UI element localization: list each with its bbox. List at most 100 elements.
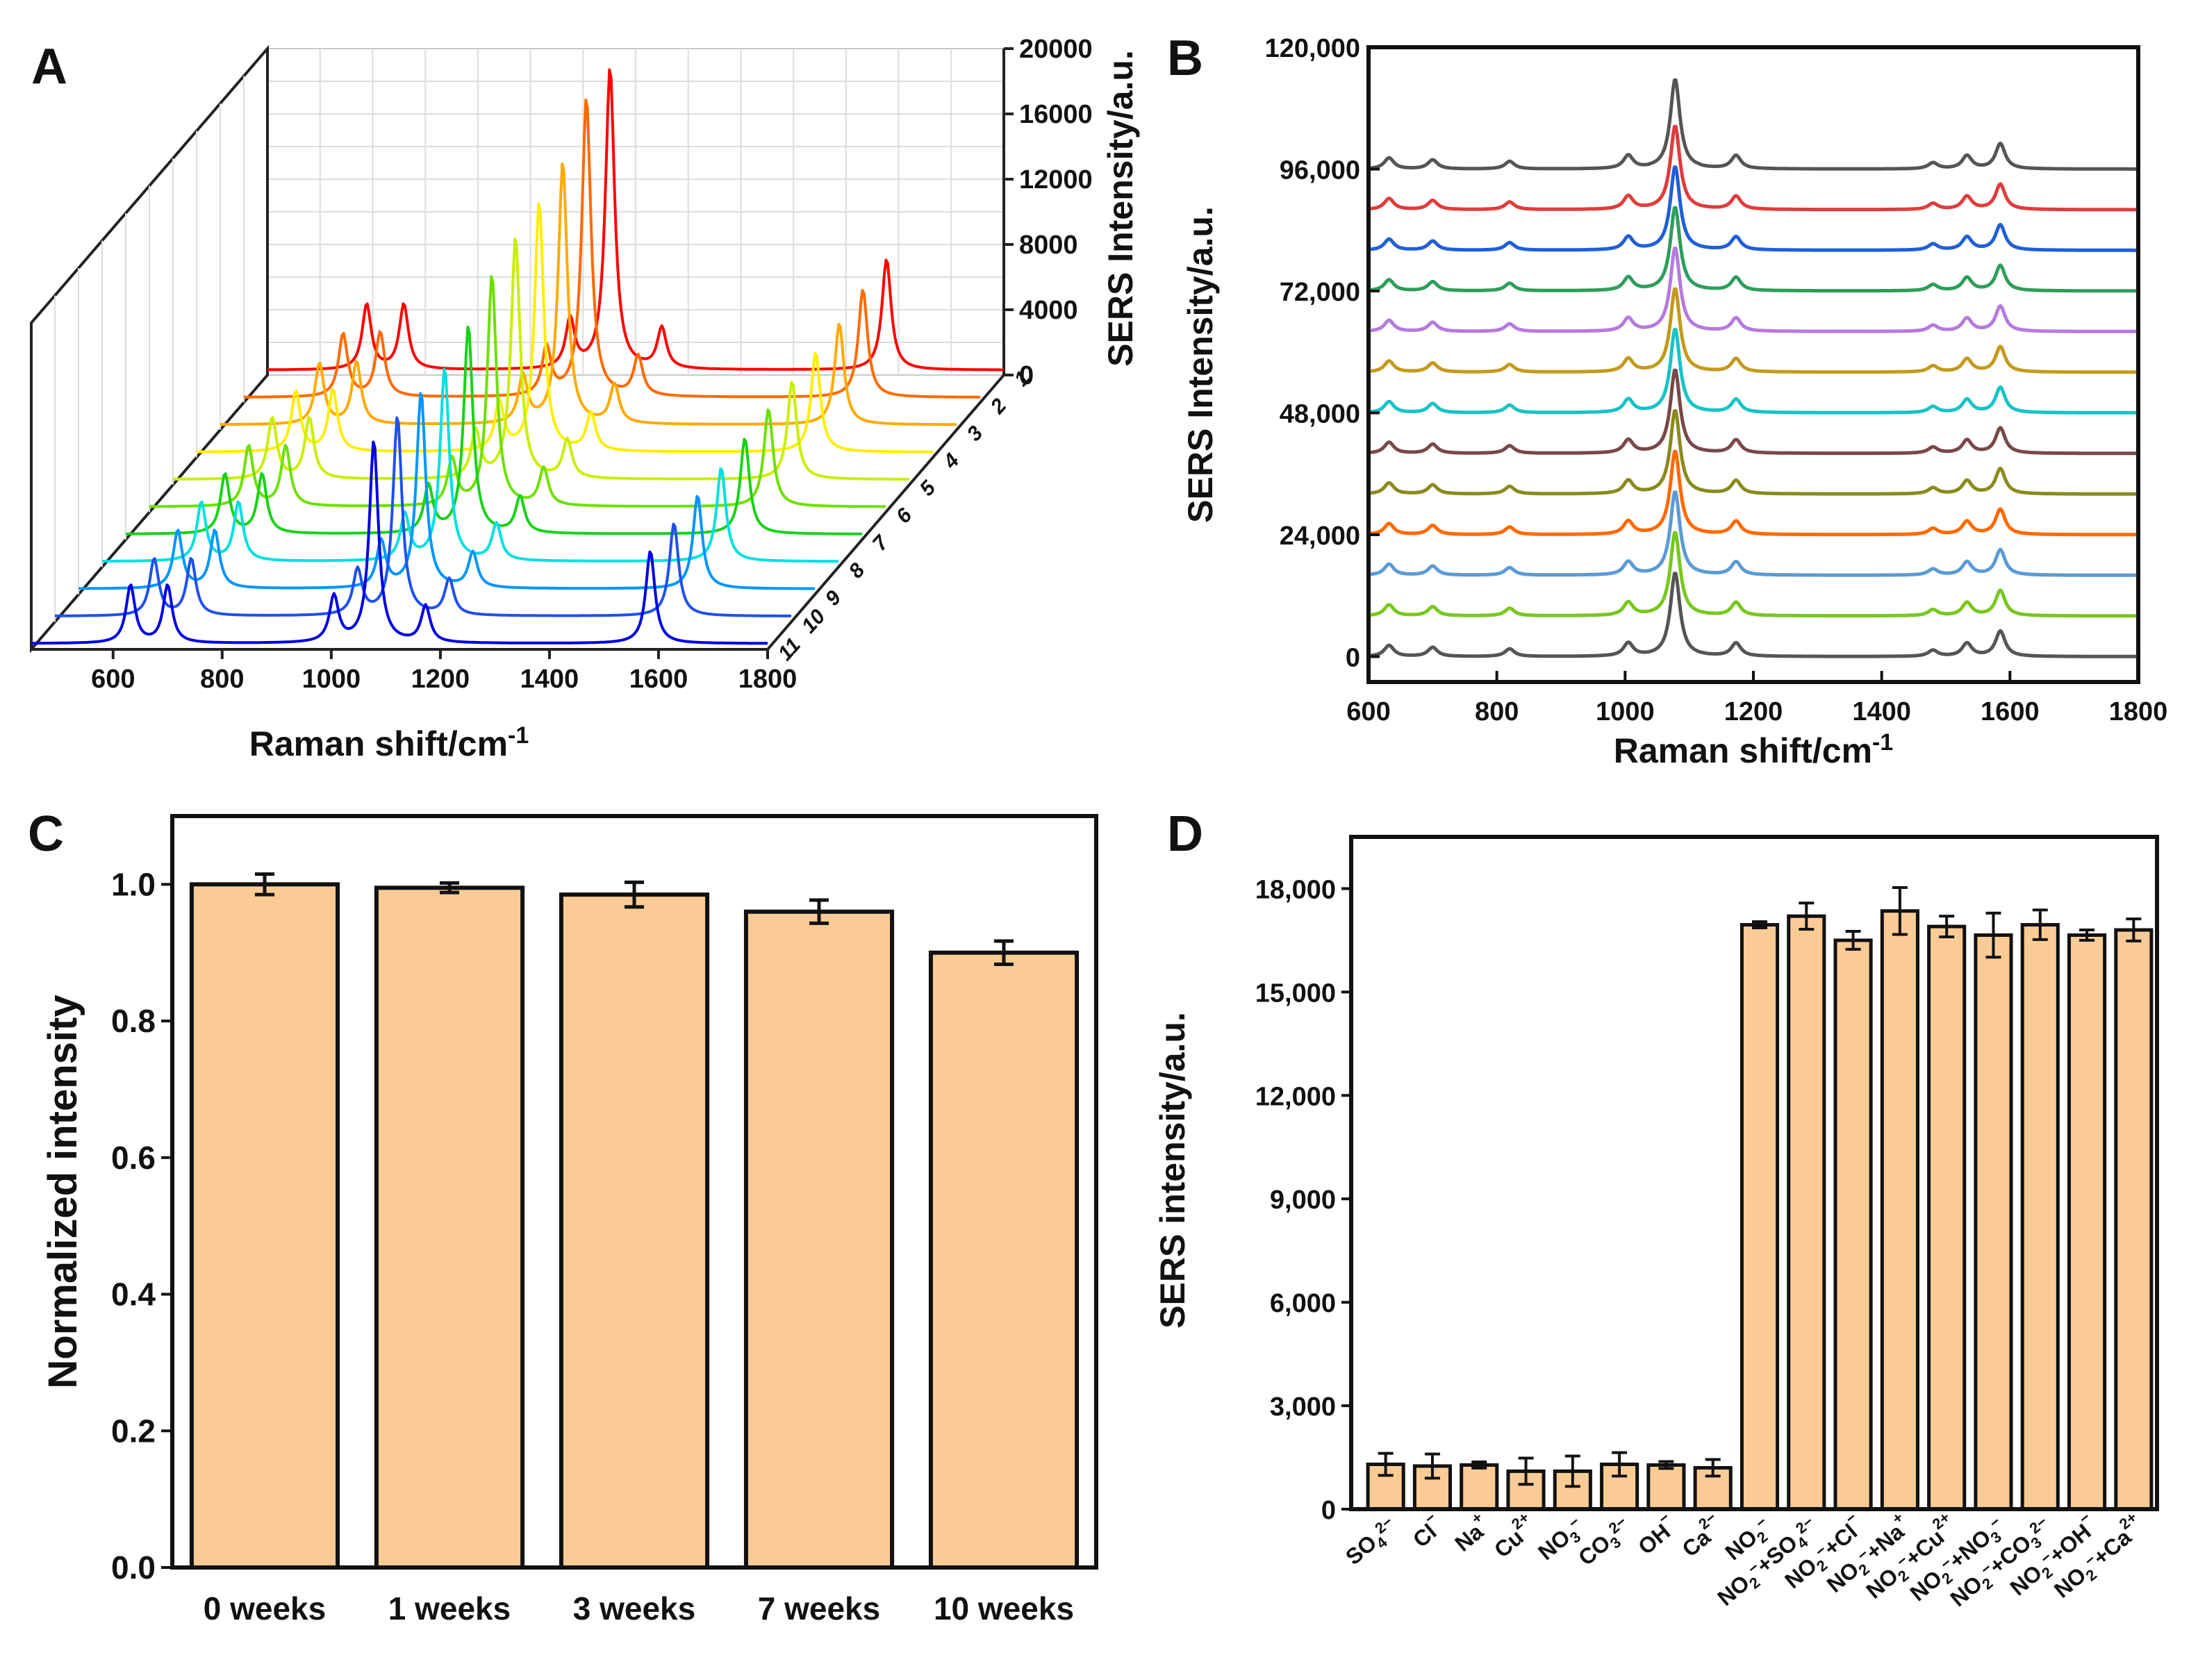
panel-a-x-ticks: 600 800 1000 1200 1400 1600 1800 xyxy=(91,649,797,694)
spectrum-line xyxy=(1370,328,2137,415)
x-category-label: 3 weeks xyxy=(573,1590,695,1627)
x-tick-label: 600 xyxy=(91,665,135,694)
x-category-label: Na+ xyxy=(1446,1508,1495,1556)
x-category-label: 0 weeks xyxy=(204,1590,326,1627)
bar xyxy=(1833,938,1873,1511)
y-tick-label: 3,000 xyxy=(1270,1392,1336,1422)
depth-label: 8 xyxy=(845,558,870,583)
y-tick-label: 48,000 xyxy=(1280,399,1360,429)
x-tick-label: 600 xyxy=(1346,697,1390,726)
bar xyxy=(2067,933,2107,1511)
y-tick-label: 96,000 xyxy=(1280,156,1360,185)
spectrum-line xyxy=(1370,490,2137,577)
bar xyxy=(1880,909,1919,1511)
panel-b-frame xyxy=(1366,45,2140,684)
y-tick-label: 15,000 xyxy=(1255,979,1336,1008)
category-label-part: − xyxy=(1565,1513,1583,1531)
category-label-part: NO xyxy=(1906,1565,1947,1606)
spectrum-line xyxy=(244,98,980,399)
spectrum-line xyxy=(1370,206,2137,293)
x-tick-label: 1400 xyxy=(520,665,579,694)
category-label-part: 2− xyxy=(1371,1513,1396,1537)
category-label-part: − xyxy=(1752,1513,1770,1531)
spectrum-line xyxy=(1370,287,2137,374)
bar xyxy=(743,909,895,1570)
spectrum-line xyxy=(101,367,838,563)
bar xyxy=(559,892,710,1570)
y-tick-label: 0.8 xyxy=(111,1003,156,1039)
spectrum-line xyxy=(31,440,768,645)
spectrum-line xyxy=(1370,78,2137,171)
panel-d-label: D xyxy=(1167,806,1203,862)
category-label-part: 2− xyxy=(1792,1513,1817,1537)
x-tick-label: 1200 xyxy=(1724,697,1783,726)
panel-a-z-ticks: 20000 16000 12000 8000 4000 0 xyxy=(1004,35,1093,390)
panel-b-x-axis-label: Raman shift/cm-1 xyxy=(1614,729,1894,770)
spectrum-line xyxy=(267,68,1004,372)
y-tick-label: 1.0 xyxy=(111,866,156,902)
spectrum-line xyxy=(78,392,816,590)
panel-b-y-ticks: 120,000 96,000 72,000 48,000 24,000 0 xyxy=(1265,34,1380,672)
panel-d-x-ticks: SO42− Cl−Na+Cu2+NO3−CO32− OH−Ca2−NO2−NO2−+… xyxy=(1340,1508,2140,1611)
category-label-part: SO xyxy=(1341,1530,1382,1570)
panel-b-x-ticks: 600 800 1000 1200 1400 1600 1800 xyxy=(1346,671,2167,726)
x-category-label: CO32− xyxy=(1573,1513,1637,1574)
x-tick-label: 1800 xyxy=(2109,697,2168,726)
spectrum-line xyxy=(1370,247,2137,333)
category-label-part: NO xyxy=(1712,1570,1754,1611)
y-tick-label: 120,000 xyxy=(1265,34,1360,63)
panel-b-label: B xyxy=(1167,31,1203,86)
x-tick-label: 1600 xyxy=(1981,697,2040,726)
panel-b-spectra xyxy=(1370,78,2137,658)
x-tick-label: 800 xyxy=(1475,697,1519,726)
panel-a-spectra xyxy=(31,68,1004,645)
x-category-label: SO42− xyxy=(1340,1513,1404,1573)
x-tick-label: 1000 xyxy=(302,665,361,694)
x-tick-label: 1200 xyxy=(411,665,470,694)
panel-a-3d-frame xyxy=(30,44,1005,654)
bar xyxy=(1460,1463,1499,1511)
depth-label: 3 xyxy=(963,422,988,446)
panel-a: A 600 800 1000 1200 1400 1600 1800 20000 16000 1… xyxy=(30,35,1140,763)
panel-d: D 18,000 15,000 12,000 9,000 6,000 3,000 0 SO4… xyxy=(1153,806,2159,1611)
bar xyxy=(2020,923,2060,1511)
x-category-label: Cl− xyxy=(1404,1508,1448,1552)
panel-c-x-ticks: 0 weeks 1 weeks 3 weeks 7 weeks 10 weeks xyxy=(204,1590,1074,1627)
panel-c-bars xyxy=(189,872,1080,1570)
y-tick-label: 0.6 xyxy=(111,1140,156,1176)
panel-a-label: A xyxy=(31,39,67,94)
x-category-label: Ca2− xyxy=(1674,1508,1728,1562)
spectrum-line xyxy=(126,325,862,535)
category-label-part: 2− xyxy=(2026,1513,2050,1537)
depth-label: 9 xyxy=(821,586,846,610)
depth-label: 6 xyxy=(892,504,917,528)
y-tick-label: 9,000 xyxy=(1270,1186,1336,1215)
depth-label: 5 xyxy=(916,476,941,500)
panel-c-label: C xyxy=(28,806,64,862)
panel-d-y-axis-label: SERS intensity/a.u. xyxy=(1153,1012,1192,1329)
y-tick-label: 72,000 xyxy=(1280,278,1360,307)
x-tick-label: 1600 xyxy=(629,665,688,694)
category-label-part: NO xyxy=(1945,1571,1987,1611)
panel-d-frame xyxy=(1349,835,2159,1511)
depth-label: 2 xyxy=(986,394,1011,418)
y-tick-label: 12,000 xyxy=(1255,1082,1336,1111)
spectrum-line xyxy=(1370,572,2137,658)
x-category-label: 7 weeks xyxy=(758,1590,880,1627)
x-category-label: 10 weeks xyxy=(934,1590,1074,1627)
category-label-part: NO xyxy=(2049,1562,2091,1602)
spectrum-line xyxy=(1370,409,2137,496)
bar xyxy=(1740,923,1780,1511)
floor-right-edge xyxy=(766,374,1005,651)
x-tick-label: 800 xyxy=(200,665,244,694)
x-tick-label: 1000 xyxy=(1596,697,1655,726)
y-tick-label: 0 xyxy=(1346,643,1360,672)
z-tick-label: 4000 xyxy=(1019,296,1078,325)
y-tick-label: 0.2 xyxy=(111,1413,156,1449)
y-tick-label: 0 xyxy=(1321,1496,1336,1525)
panel-b: B 600 800 1000 1200 1400 1600 1800 120,000 96,0… xyxy=(1167,31,2167,770)
x-category-label: 1 weeks xyxy=(388,1590,511,1627)
z-tick-label: 12000 xyxy=(1019,165,1093,194)
